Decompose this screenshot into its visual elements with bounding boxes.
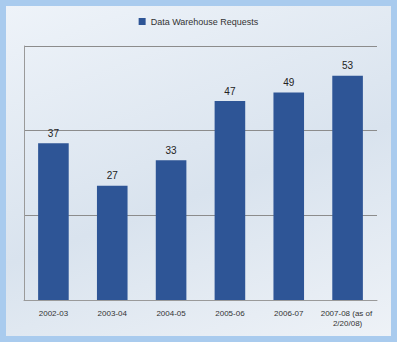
svg-text:2003-04: 2003-04 — [98, 309, 128, 318]
svg-text:2002-03: 2002-03 — [39, 309, 69, 318]
svg-text:2005-06: 2005-06 — [215, 309, 245, 318]
svg-text:2007-08 (as of: 2007-08 (as of — [321, 309, 375, 318]
svg-text:2004-05: 2004-05 — [156, 309, 186, 318]
svg-text:2006-07: 2006-07 — [274, 309, 304, 318]
svg-text:2/20/08): 2/20/08) — [333, 319, 363, 328]
svg-text:47: 47 — [224, 86, 236, 97]
svg-text:Data Warehouse Requests: Data Warehouse Requests — [151, 17, 259, 27]
svg-text:33: 33 — [166, 145, 178, 156]
svg-text:53: 53 — [342, 60, 354, 71]
svg-text:37: 37 — [48, 128, 60, 139]
svg-text:27: 27 — [107, 170, 119, 181]
svg-text:49: 49 — [283, 77, 295, 88]
